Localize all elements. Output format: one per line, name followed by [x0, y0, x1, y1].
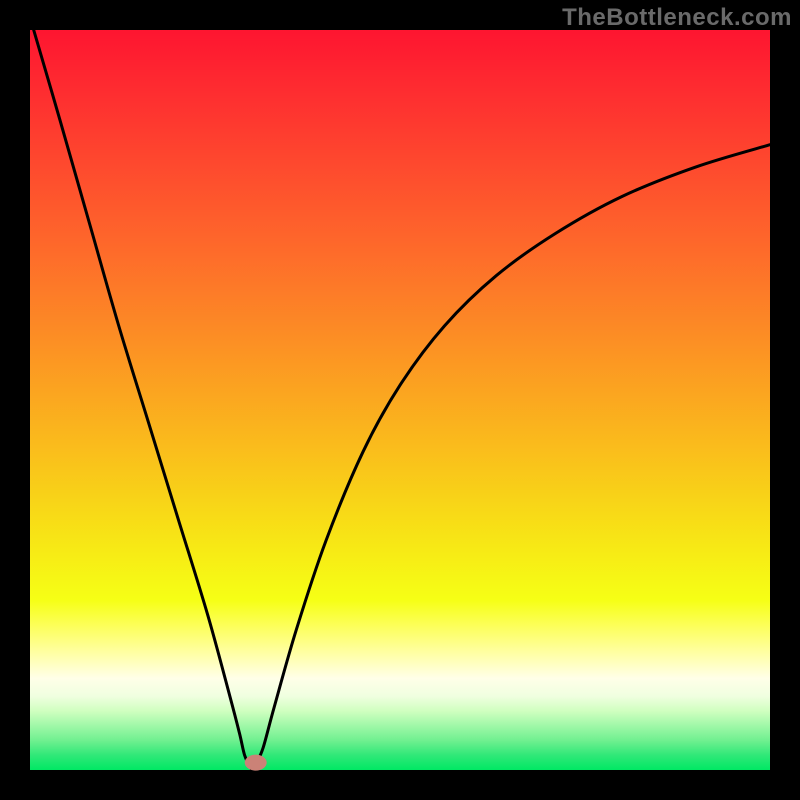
- bottleneck-curve-chart: [0, 0, 800, 800]
- chart-frame: TheBottleneck.com: [0, 0, 800, 800]
- optimum-point-marker: [245, 755, 267, 771]
